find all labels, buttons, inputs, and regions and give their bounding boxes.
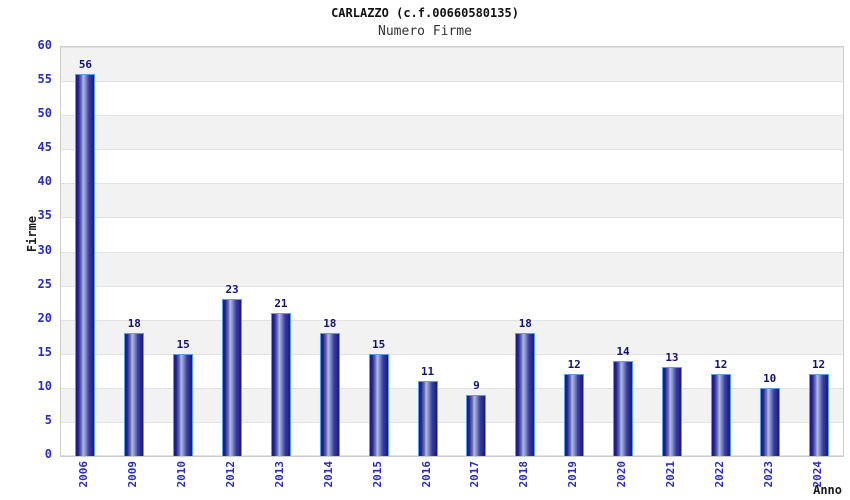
x-tick-label: 2021 bbox=[663, 461, 677, 488]
x-tick-label: 2014 bbox=[321, 461, 335, 488]
x-tick-label: 2012 bbox=[224, 461, 238, 488]
gridline bbox=[61, 285, 843, 287]
gridline bbox=[61, 387, 843, 389]
gridline bbox=[61, 81, 843, 83]
y-tick-label: 15 bbox=[37, 344, 52, 359]
bar-value-label: 13 bbox=[665, 351, 679, 365]
plot-band bbox=[61, 81, 843, 116]
plot-band bbox=[61, 183, 843, 218]
bar-value-label: 12 bbox=[811, 358, 826, 372]
gridline bbox=[61, 183, 843, 185]
x-tick-label: 2023 bbox=[761, 461, 775, 488]
bar-value-label: 18 bbox=[127, 317, 141, 331]
y-tick-label: 45 bbox=[37, 140, 52, 155]
bar-2023 bbox=[759, 387, 780, 456]
bar-value-label: 56 bbox=[78, 58, 93, 72]
x-tick-label: 2024 bbox=[810, 461, 824, 488]
y-tick-label: 50 bbox=[37, 106, 52, 121]
bar-value-label: 12 bbox=[567, 358, 581, 372]
bar-2006 bbox=[75, 74, 96, 456]
x-tick-label: 2018 bbox=[517, 461, 531, 488]
y-tick-label: 55 bbox=[37, 72, 52, 87]
bar-value-label: 21 bbox=[274, 296, 288, 310]
bar-value-label: 15 bbox=[176, 337, 190, 351]
y-tick-label: 30 bbox=[37, 242, 52, 257]
gridline bbox=[61, 149, 843, 151]
bar-2019 bbox=[564, 374, 585, 456]
gridline bbox=[61, 47, 843, 48]
x-tick-label: 2006 bbox=[77, 461, 91, 488]
x-tick-label: 2010 bbox=[175, 461, 189, 488]
plot-band bbox=[61, 217, 843, 252]
plot-band bbox=[61, 47, 843, 82]
x-axis-title: Anno bbox=[813, 483, 842, 497]
bar-value-label: 14 bbox=[616, 344, 630, 358]
x-tick-label: 2019 bbox=[566, 461, 580, 488]
bar-2012 bbox=[222, 299, 243, 456]
gridline bbox=[61, 421, 843, 423]
bar-value-label: 23 bbox=[225, 283, 239, 297]
bar-value-label: 18 bbox=[518, 317, 532, 331]
gridline bbox=[61, 115, 843, 117]
bar-2024 bbox=[808, 374, 829, 456]
x-tick-label: 2009 bbox=[126, 461, 140, 488]
y-tick-label: 35 bbox=[37, 208, 52, 223]
bar-2016 bbox=[417, 381, 438, 456]
plot-band bbox=[61, 251, 843, 286]
bar-value-label: 12 bbox=[714, 358, 728, 372]
bar-2010 bbox=[173, 353, 194, 456]
y-tick-label: 5 bbox=[44, 412, 52, 427]
bar-2021 bbox=[661, 367, 682, 456]
x-tick-label: 2022 bbox=[712, 461, 726, 488]
gridline bbox=[61, 319, 843, 321]
bar-2009 bbox=[124, 333, 145, 456]
bar-2015 bbox=[368, 353, 389, 456]
y-tick-label: 25 bbox=[37, 276, 52, 291]
bar-value-label: 10 bbox=[763, 371, 777, 385]
plot-band bbox=[61, 115, 843, 150]
plot-area: 56 18 15 23 21 18 15 11 9 18 12 14 13 12 10 12 bbox=[60, 46, 844, 457]
gridline bbox=[61, 455, 843, 456]
x-tick-label: 2020 bbox=[615, 461, 629, 488]
chart-subtitle: Numero Firme bbox=[378, 24, 472, 39]
bar-2014 bbox=[319, 333, 340, 456]
y-tick-label: 60 bbox=[37, 38, 52, 52]
plot-band bbox=[61, 319, 843, 354]
x-tick-label: 2013 bbox=[272, 461, 286, 488]
bar-2017 bbox=[466, 394, 487, 456]
bar-2022 bbox=[710, 374, 731, 456]
gridline bbox=[61, 251, 843, 253]
bar-2020 bbox=[613, 360, 634, 456]
gridline bbox=[61, 217, 843, 219]
plot-band bbox=[61, 149, 843, 184]
bar-value-label: 9 bbox=[473, 378, 480, 392]
bar-2013 bbox=[270, 312, 291, 456]
y-tick-label: 40 bbox=[37, 174, 52, 189]
plot-band bbox=[61, 285, 843, 320]
x-tick-label: 2017 bbox=[468, 461, 482, 488]
bar-2018 bbox=[515, 333, 536, 456]
bar-value-label: 15 bbox=[372, 337, 386, 351]
chart-title: CARLAZZO (c.f.00660580135) bbox=[331, 6, 519, 20]
y-tick-label: 0 bbox=[44, 447, 52, 461]
bar-value-label: 11 bbox=[420, 365, 435, 379]
y-tick-label: 20 bbox=[37, 310, 52, 325]
gridline bbox=[61, 353, 843, 355]
x-tick-label: 2016 bbox=[419, 461, 433, 488]
bar-value-label: 18 bbox=[323, 317, 337, 331]
y-tick-label: 10 bbox=[37, 378, 52, 393]
x-tick-label: 2015 bbox=[370, 461, 384, 488]
